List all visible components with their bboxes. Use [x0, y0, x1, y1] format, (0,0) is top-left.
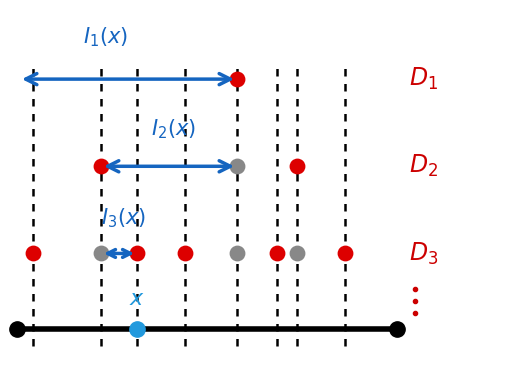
Point: [29, 250, 37, 257]
Point: [233, 76, 241, 82]
Point: [181, 250, 189, 257]
Text: $D_2$: $D_2$: [408, 153, 437, 180]
Point: [292, 163, 300, 169]
Text: $D_1$: $D_1$: [408, 66, 437, 92]
Point: [97, 250, 105, 257]
Text: $I_2(x)$: $I_2(x)$: [150, 117, 195, 141]
Text: $I_3(x)$: $I_3(x)$: [100, 206, 145, 230]
Text: $D_3$: $D_3$: [408, 240, 437, 267]
Point: [292, 250, 300, 257]
Point: [233, 250, 241, 257]
Text: $I_1(x)$: $I_1(x)$: [82, 25, 127, 49]
Point: [272, 250, 280, 257]
Point: [133, 250, 141, 257]
Point: [340, 250, 348, 257]
Point: [233, 163, 241, 169]
Text: $x$: $x$: [129, 289, 145, 309]
Point: [97, 163, 105, 169]
